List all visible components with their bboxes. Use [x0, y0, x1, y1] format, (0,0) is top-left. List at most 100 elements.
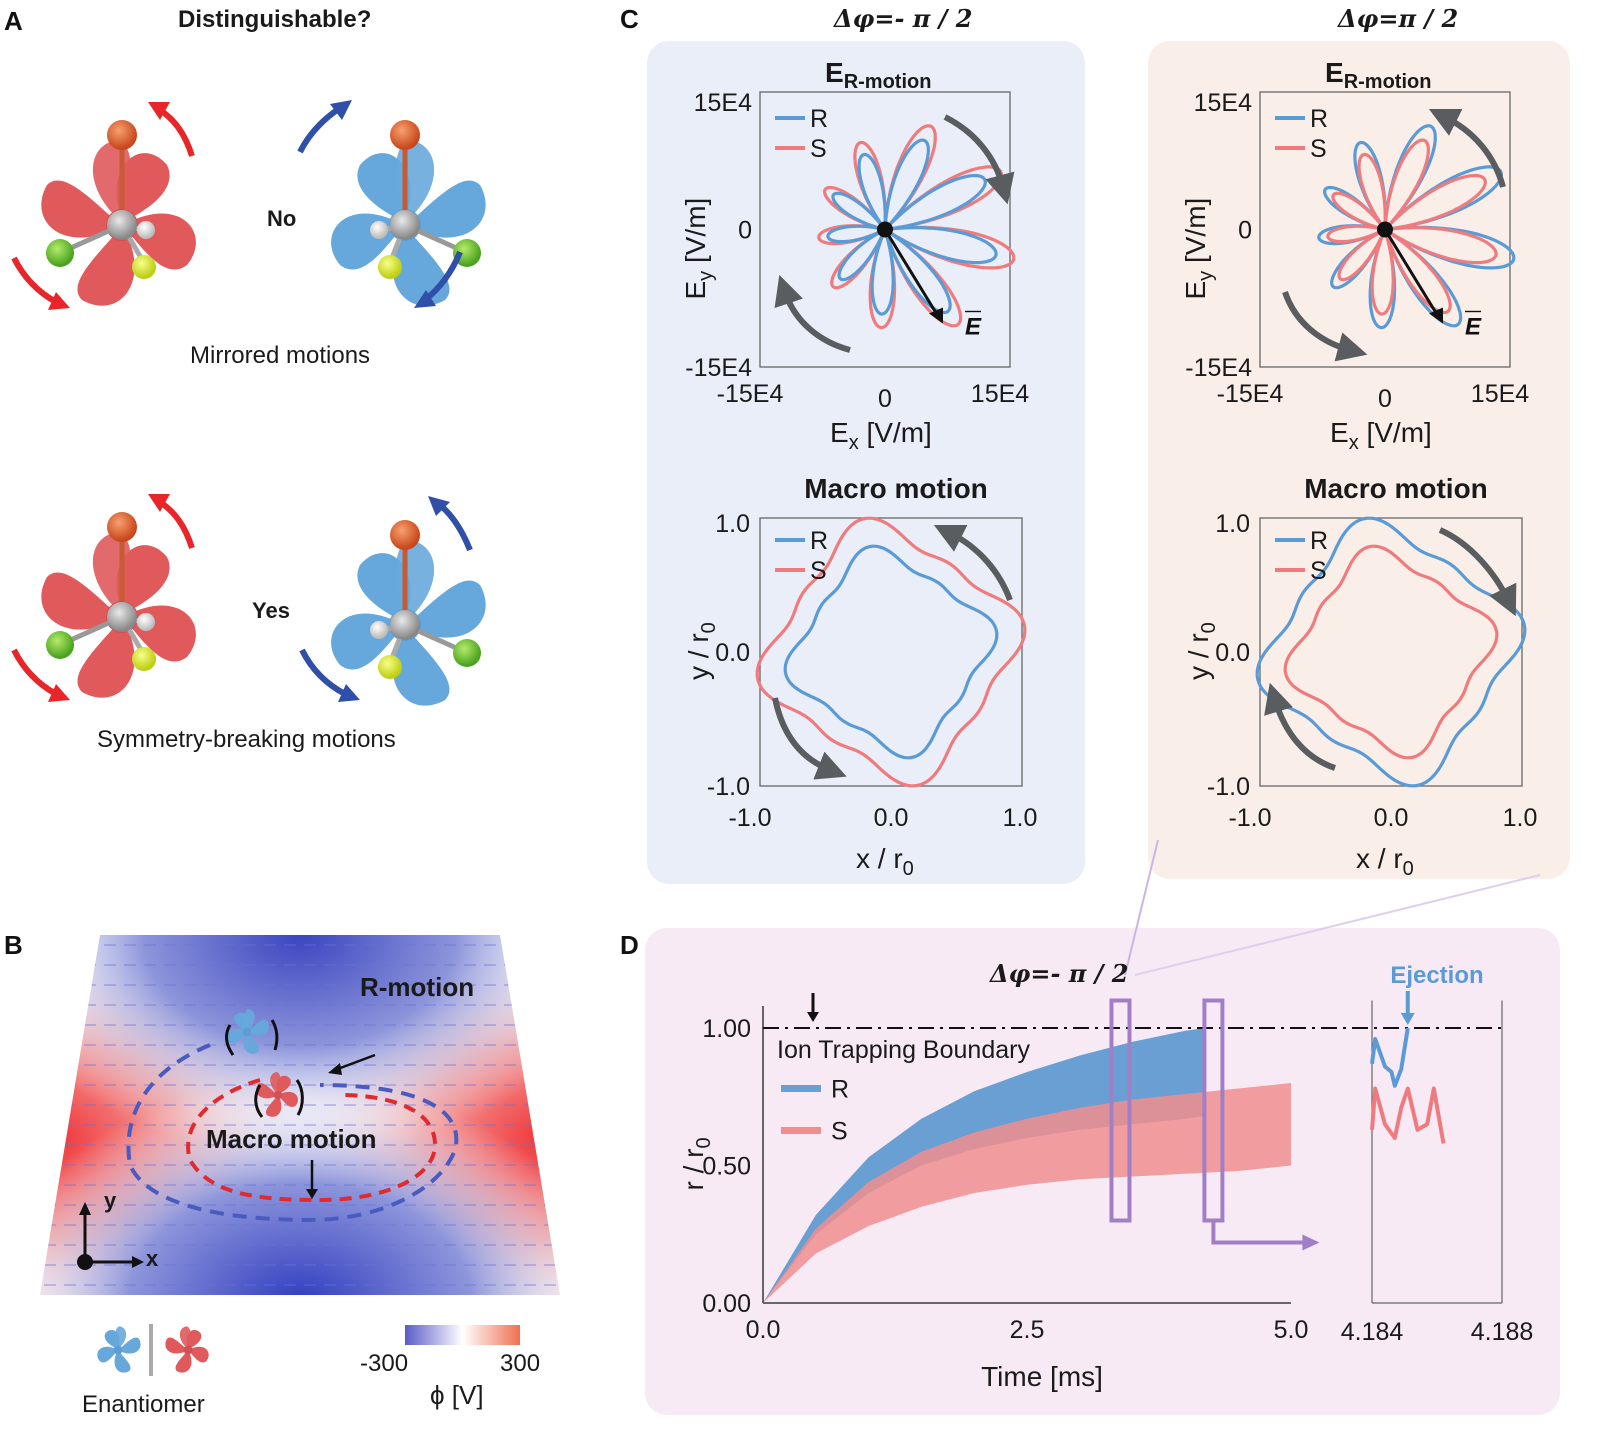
phase-title-right: Δφ=π / 2 [1338, 4, 1459, 33]
macro-x-label: x / r0 [1356, 843, 1414, 880]
rotation-arrow-icon [943, 114, 1015, 205]
field-origin-dot [1377, 221, 1393, 238]
y-tick: 1.00 [702, 1015, 751, 1043]
field-legend-label-S: S [810, 135, 827, 163]
answer-yes: Yes [252, 598, 290, 623]
zoom-connector-arrowhead [1302, 1234, 1320, 1251]
rotation-arrow-red-bottom-icon [11, 256, 70, 310]
field-y-label: Ey [V/m] [1180, 198, 1217, 300]
macro-plot-frame [1259, 517, 1523, 787]
rotation-arrow-icon [1264, 682, 1337, 771]
ejection-arrowhead-icon [1400, 1013, 1415, 1025]
field-legend-label-S: S [1310, 135, 1327, 163]
band-R [763, 1028, 1206, 1303]
axis-x-label: x [146, 1246, 159, 1271]
panel-a-title: Distinguishable? [178, 6, 372, 33]
field-x-tick: -15E4 [717, 380, 784, 408]
field-y-tick: 0 [738, 217, 752, 245]
inset-x-tick: 4.188 [1471, 1318, 1534, 1346]
enantiomer-blue-fan-icon [97, 1326, 141, 1373]
field-series-R [826, 138, 998, 316]
field-x-tick: 0 [878, 385, 892, 413]
macro-y-tick: 0.0 [1215, 639, 1250, 667]
y-tick: 0.00 [702, 1290, 751, 1318]
zoom-connector-arrow [1211, 1220, 1305, 1245]
zoom-leader-line [1134, 874, 1541, 976]
band-S [763, 1083, 1291, 1303]
inset-x-tick: 4.184 [1341, 1318, 1404, 1346]
x-tick: 2.5 [1010, 1316, 1045, 1344]
macro-series-S [1283, 544, 1499, 760]
rotation-arrow-icon [1438, 527, 1517, 617]
macro-plot-title: Macro motion [1304, 473, 1488, 504]
panel-letter-a: A [4, 6, 23, 36]
rotation-arrow-red-bottom-2-icon [11, 648, 70, 702]
macro-x-tick: -1.0 [728, 804, 771, 832]
inset-series-S [1370, 1086, 1446, 1144]
rotation-arrow-blue-bottom-2-icon [299, 648, 360, 702]
macro-series-R [783, 544, 999, 760]
macro-x-tick: 0.0 [874, 804, 909, 832]
enantiomer-icons [97, 1324, 209, 1376]
panel-letter-d: D [620, 930, 639, 960]
macro-y-tick: -1.0 [707, 773, 750, 801]
answer-no: No [267, 206, 297, 231]
enantiomer-red-fan-icon [165, 1326, 209, 1373]
label-r-motion: R-motion [360, 972, 475, 1002]
field-x-tick: 15E4 [971, 380, 1029, 408]
caption-mirrored-motions: Mirrored motions [190, 342, 371, 369]
macro-legend-label-S: S [810, 557, 827, 585]
rotation-arrow-icon [1282, 290, 1368, 362]
field-plot-title: ER-motion [1325, 57, 1431, 93]
field-y-tick: -15E4 [685, 354, 752, 382]
field-plot-title-sub: R-motion [844, 71, 932, 93]
rotation-arrow-icon [772, 697, 847, 780]
rotation-arrow-blue-top-2-icon [428, 496, 473, 552]
e-vector-arrowhead [929, 307, 943, 324]
macro-series-S [755, 516, 1027, 788]
orbit-red-dashed [186, 1078, 438, 1203]
panel-letter-c: C [620, 4, 639, 34]
e-vector-arrow [1383, 228, 1439, 316]
orbit-blue-dashed [126, 1043, 459, 1223]
macro-x-tick: 0.0 [1374, 804, 1409, 832]
molecule-red-fan-row1 [41, 120, 196, 306]
molecule-blue-fan-row1 [331, 120, 486, 306]
caption-symmetry-breaking: Symmetry-breaking motions [97, 726, 396, 753]
macro-series-R [1255, 516, 1527, 788]
enantiomer-label: Enantiomer [82, 1391, 205, 1418]
inset-series-R [1370, 1027, 1410, 1088]
molecule-blue-fan-row2 [331, 520, 486, 706]
macro-y-tick: 1.0 [1215, 510, 1250, 538]
y-tick: 0.50 [702, 1153, 751, 1181]
macro-plot-frame [759, 517, 1023, 787]
field-y-tick: 15E4 [1194, 89, 1252, 117]
rotation-arrow-icon [774, 274, 851, 353]
r-motion-pointer-arrow-icon [328, 1053, 376, 1075]
macro-motion-pointer-arrow-icon [306, 1160, 318, 1199]
macro-x-tick: 1.0 [1003, 804, 1038, 832]
rotation-arrow-blue-bottom-icon [414, 250, 463, 308]
e-vector-label: E [1465, 314, 1482, 341]
field-plot-frame [759, 91, 1011, 368]
macro-plot-title: Macro motion [804, 473, 988, 504]
field-series-S [1326, 138, 1498, 316]
macro-y-label: y / r0 [1183, 622, 1220, 680]
field-origin-dot [877, 221, 893, 238]
field-plot-title-main: E [1325, 57, 1344, 88]
field-y-tick: -15E4 [1185, 354, 1252, 382]
field-series-S [817, 124, 1016, 330]
field-legend-label-R: R [810, 105, 828, 133]
field-plot-title-sub: R-motion [1344, 71, 1432, 93]
rotation-arrow-icon [1428, 108, 1506, 188]
y-axis-label: r / r0 [678, 1137, 715, 1190]
phase-title-left: Δφ=- π / 2 [834, 4, 973, 33]
colorbar [405, 1325, 520, 1345]
panel-d-plot: Δφ=- π / 2 Ion Trapping Boundary 0.00 0.50 1… [678, 840, 1541, 1392]
field-y-label: Ey [V/m] [680, 198, 717, 300]
field-x-label: Ex [V/m] [830, 417, 932, 454]
field-plot-title: ER-motion [825, 57, 931, 93]
macro-legend-label-R: R [1310, 527, 1328, 555]
